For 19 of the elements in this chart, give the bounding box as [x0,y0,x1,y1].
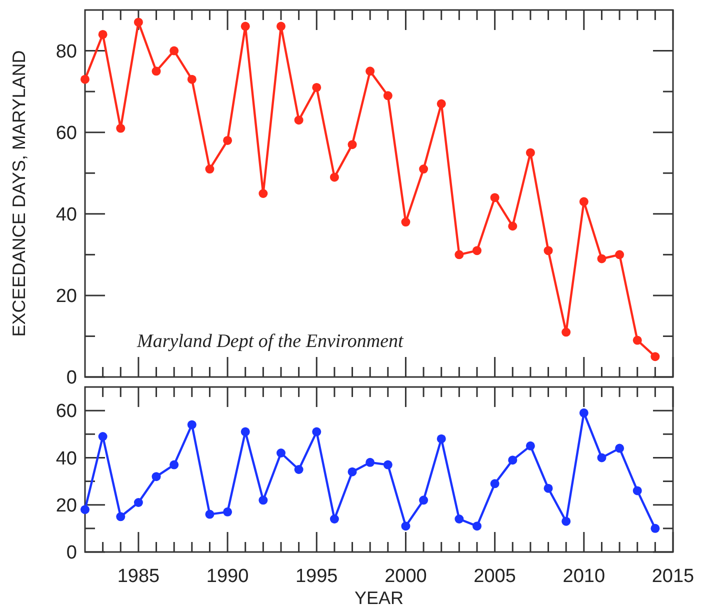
y-tick-label: 20 [56,496,77,517]
x-tick-label: 2015 [652,566,694,587]
x-tick-label: 2000 [384,566,427,587]
x-tick-label: 1985 [117,566,160,587]
x-tick-label: 1990 [206,566,249,587]
y-tick-label: 0 [66,368,77,389]
y-tick-label: 40 [56,448,77,470]
y-tick-label: 20 [56,286,77,308]
y-tick-label: 60 [56,122,77,144]
y-tick-label: 80 [56,41,77,62]
annotation: Maryland Dept of the Environment [136,331,404,352]
y-tick-label: 0 [66,542,77,564]
x-axis-title: YEAR [354,588,404,607]
y-tick-label: 40 [56,204,77,226]
x-tick-label: 1995 [295,566,338,587]
x-tick-label: 2005 [474,566,516,587]
y-axis-title: EXCEEDANCE DAYS, MARYLAND [9,50,29,337]
y-tick-label: 60 [56,401,77,422]
x-tick-label: 2010 [562,566,606,587]
